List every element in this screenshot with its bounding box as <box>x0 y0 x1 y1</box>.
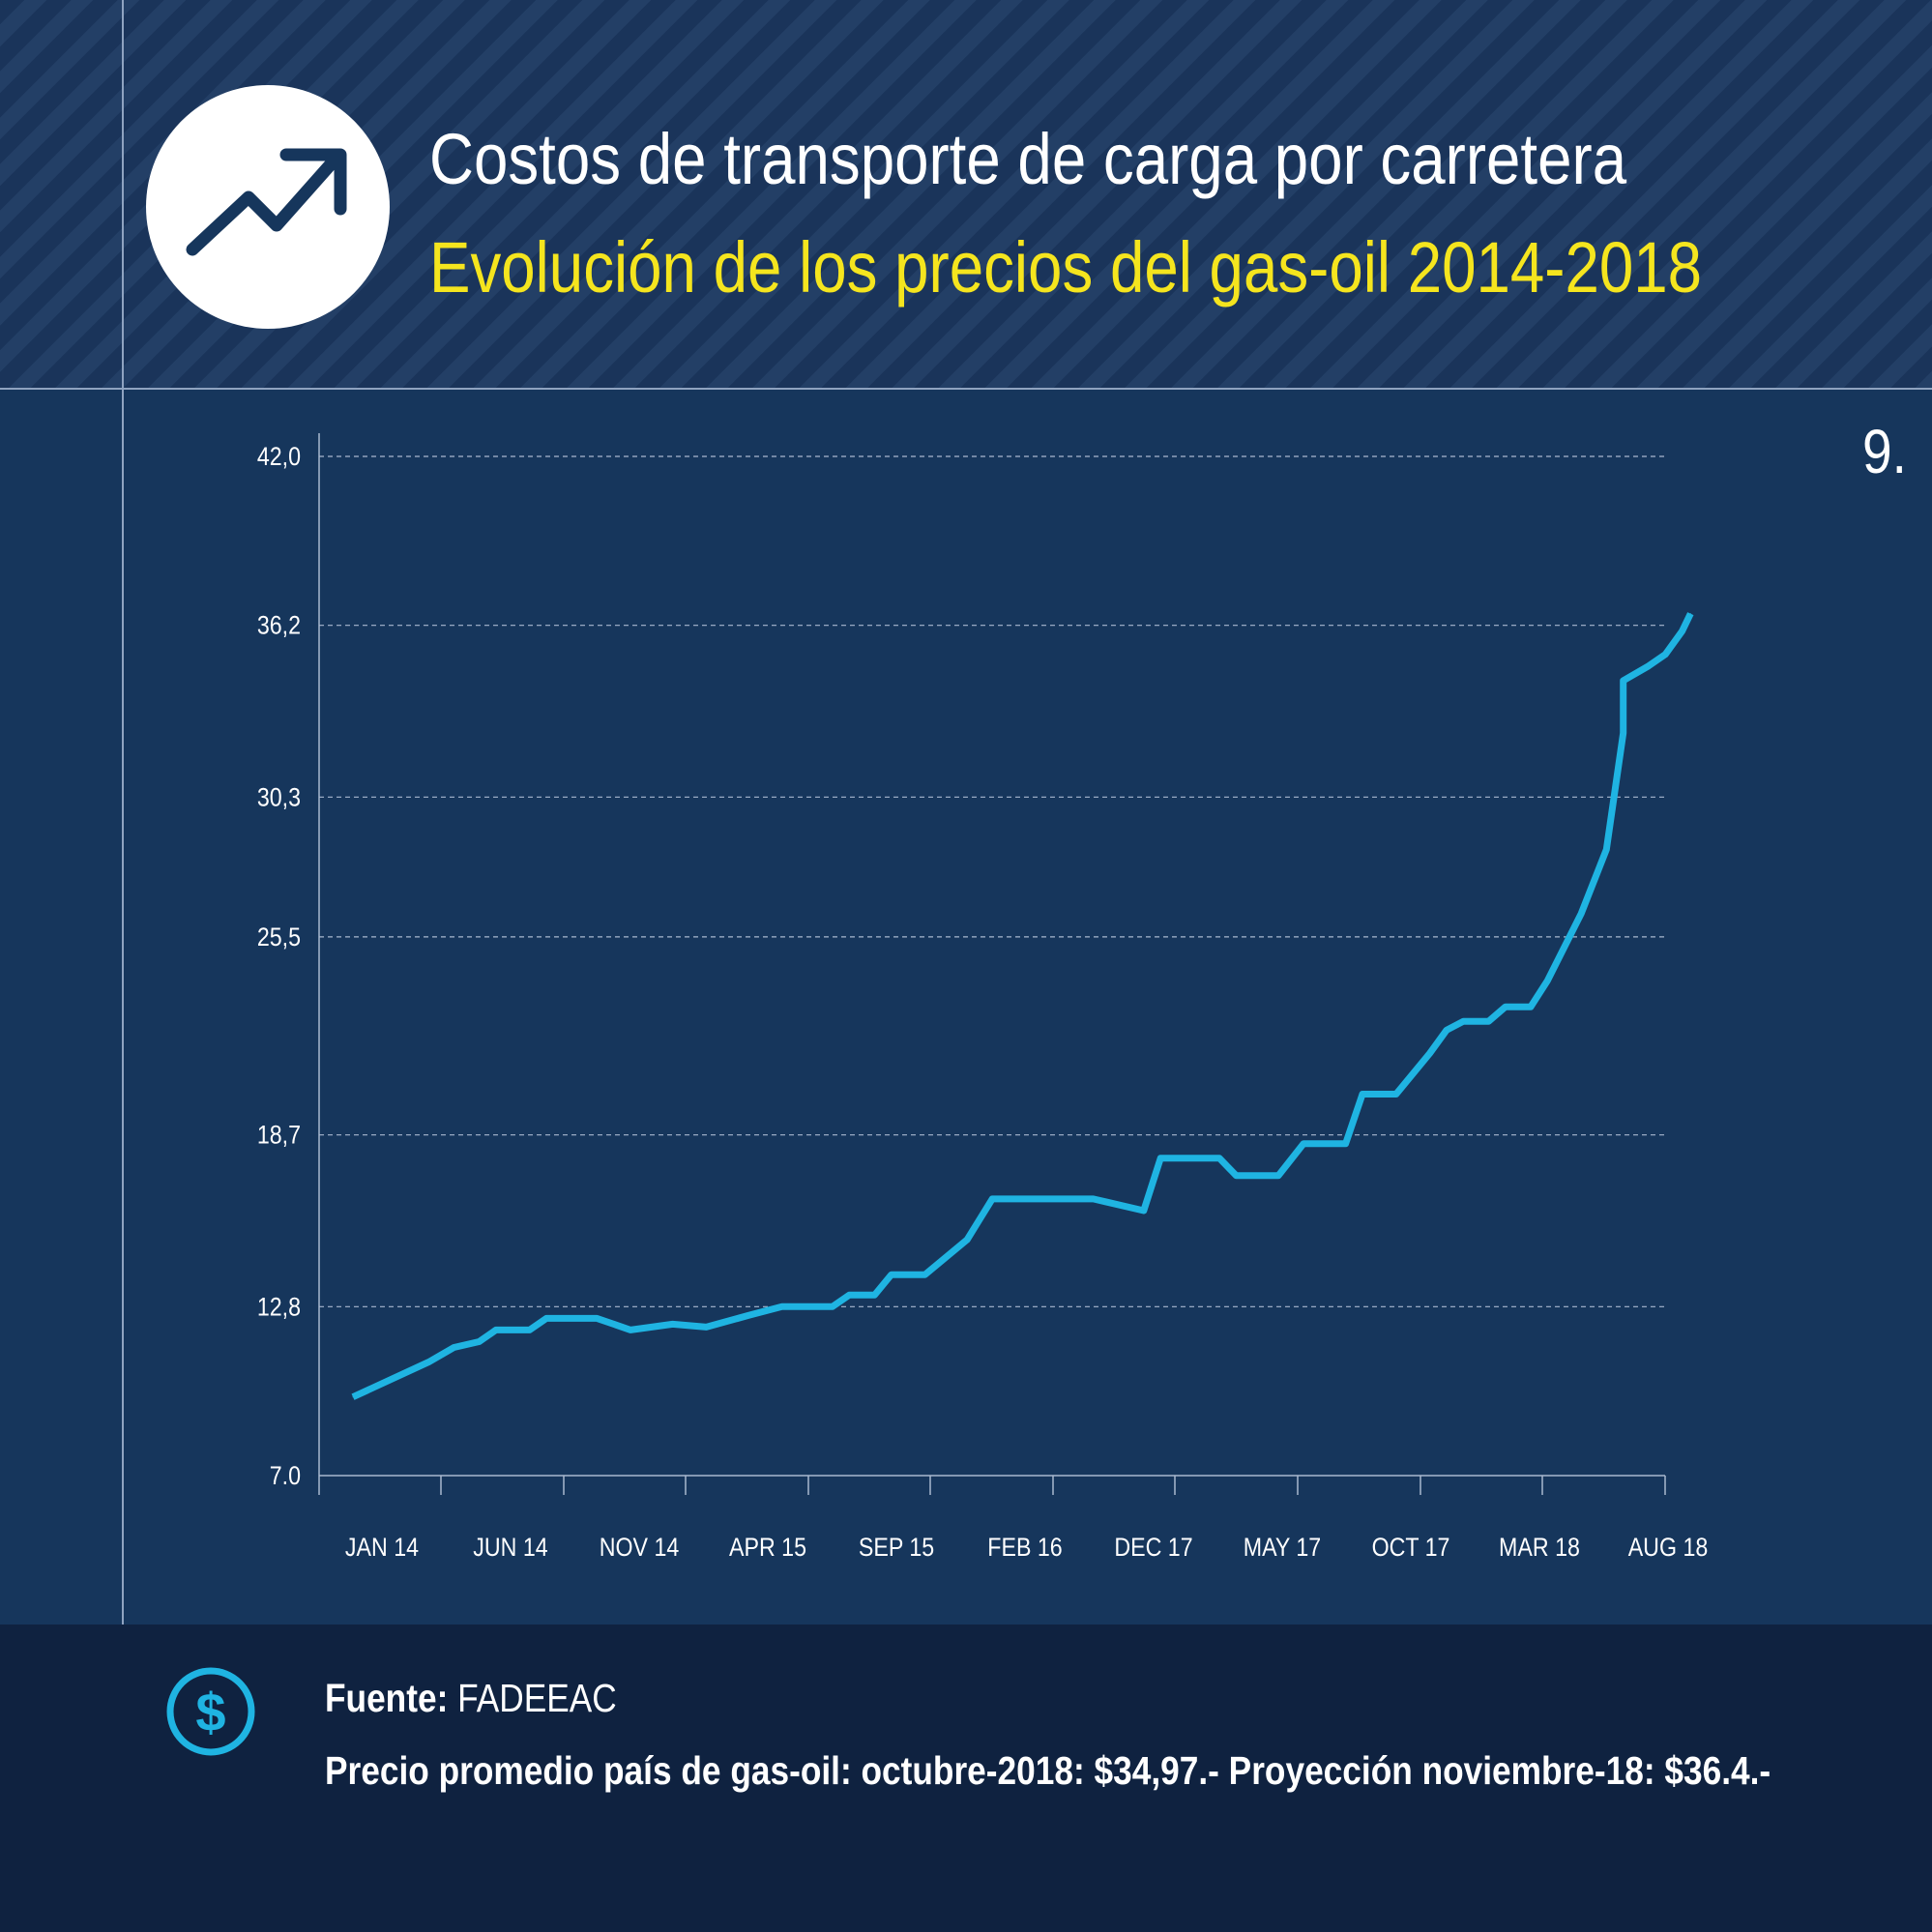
data-point <box>705 1326 707 1328</box>
data-point <box>1488 1020 1489 1022</box>
header-banner <box>0 0 1932 389</box>
data-point <box>747 1314 749 1316</box>
x-tick-label: AUG 18 <box>1628 1533 1709 1562</box>
data-point <box>966 1239 968 1241</box>
footer-band <box>0 1625 1932 1932</box>
data-point <box>1623 732 1625 734</box>
price-note: Precio promedio país de gas-oil: octubre… <box>325 1748 1771 1793</box>
y-axis-ticks: 7.0 12,8 18,7 25,5 30,3 36,2 42,0 <box>257 442 301 1490</box>
data-point <box>495 1329 497 1331</box>
data-point <box>991 1198 993 1200</box>
series-line <box>351 612 1694 1400</box>
page-title: Costos de transporte de carga por carret… <box>429 119 1627 199</box>
logo-badge <box>146 85 390 329</box>
dollar-icon: $ <box>166 1667 255 1756</box>
data-point <box>848 1294 850 1296</box>
y-tick-label: 12,8 <box>257 1293 301 1322</box>
y-tick-label: 36,2 <box>257 611 301 640</box>
trending-up-icon <box>186 148 347 256</box>
x-tick-label: DEC 17 <box>1114 1533 1192 1562</box>
svg-text:$: $ <box>195 1682 225 1742</box>
data-point <box>529 1329 531 1331</box>
data-point <box>1530 1006 1532 1008</box>
x-tick-label: FEB 16 <box>987 1533 1062 1562</box>
page-subtitle: Evolución de los precios del gas-oil 201… <box>429 227 1703 307</box>
data-point <box>1623 680 1625 682</box>
page-number: 9. <box>1862 417 1907 486</box>
data-point <box>1429 1052 1431 1054</box>
data-point <box>545 1317 547 1319</box>
data-point <box>1605 849 1607 850</box>
data-point <box>1345 1143 1347 1145</box>
data-point <box>1303 1143 1304 1145</box>
x-tick-label: NOV 14 <box>600 1533 680 1562</box>
line-chart: 7.0 12,8 18,7 25,5 30,3 36,2 42,0 JAN 14 JUN 14… <box>257 433 1709 1562</box>
x-tick-label: MAR 18 <box>1499 1533 1580 1562</box>
data-point <box>1664 654 1666 656</box>
data-point <box>891 1273 893 1275</box>
data-point <box>629 1329 631 1331</box>
x-tick-label: JAN 14 <box>345 1533 419 1562</box>
data-point <box>672 1323 674 1325</box>
data-point <box>1505 1006 1507 1008</box>
x-tick-label: MAY 17 <box>1244 1533 1321 1562</box>
vertical-divider <box>122 0 124 1625</box>
data-point <box>781 1305 783 1307</box>
data-point <box>1462 1020 1464 1022</box>
data-point <box>1395 1094 1397 1095</box>
data-point <box>1689 613 1691 615</box>
y-tick-label: 42,0 <box>257 442 301 471</box>
data-point <box>1218 1157 1220 1159</box>
data-point <box>1682 630 1683 632</box>
x-tick-label: APR 15 <box>729 1533 806 1562</box>
data-point <box>1361 1094 1363 1095</box>
data-point <box>1648 665 1650 667</box>
x-tick-label: OCT 17 <box>1372 1533 1450 1562</box>
x-tick-label: SEP 15 <box>859 1533 934 1562</box>
source-value: FADEEAC <box>457 1676 617 1720</box>
chart-grid <box>319 455 1665 1307</box>
y-tick-label: 30,3 <box>257 783 301 812</box>
data-point <box>1159 1157 1161 1159</box>
data-point <box>596 1317 598 1319</box>
data-point <box>1277 1175 1279 1177</box>
data-point <box>427 1361 429 1363</box>
data-point <box>1446 1029 1448 1031</box>
data-point <box>1093 1198 1095 1200</box>
x-tick-label: JUN 14 <box>473 1533 547 1562</box>
series-layer <box>351 612 1694 1400</box>
data-point <box>832 1305 834 1307</box>
data-point <box>479 1341 480 1342</box>
source-line: Fuente: FADEEAC <box>325 1676 617 1721</box>
data-point <box>1580 913 1582 915</box>
x-axis-ticks: JAN 14 JUN 14 NOV 14 APR 15 SEP 15 FEB 16 DEC … <box>318 1476 1709 1562</box>
source-label: Fuente: <box>325 1676 449 1720</box>
data-point <box>352 1396 354 1398</box>
y-tick-label: 25,5 <box>257 922 301 951</box>
y-tick-label: 7.0 <box>270 1461 301 1490</box>
data-point <box>924 1273 926 1275</box>
data-point <box>1143 1210 1145 1212</box>
y-tick-label: 18,7 <box>257 1121 301 1150</box>
data-point <box>873 1294 875 1296</box>
header-divider <box>0 388 1932 390</box>
data-point <box>1236 1175 1237 1177</box>
